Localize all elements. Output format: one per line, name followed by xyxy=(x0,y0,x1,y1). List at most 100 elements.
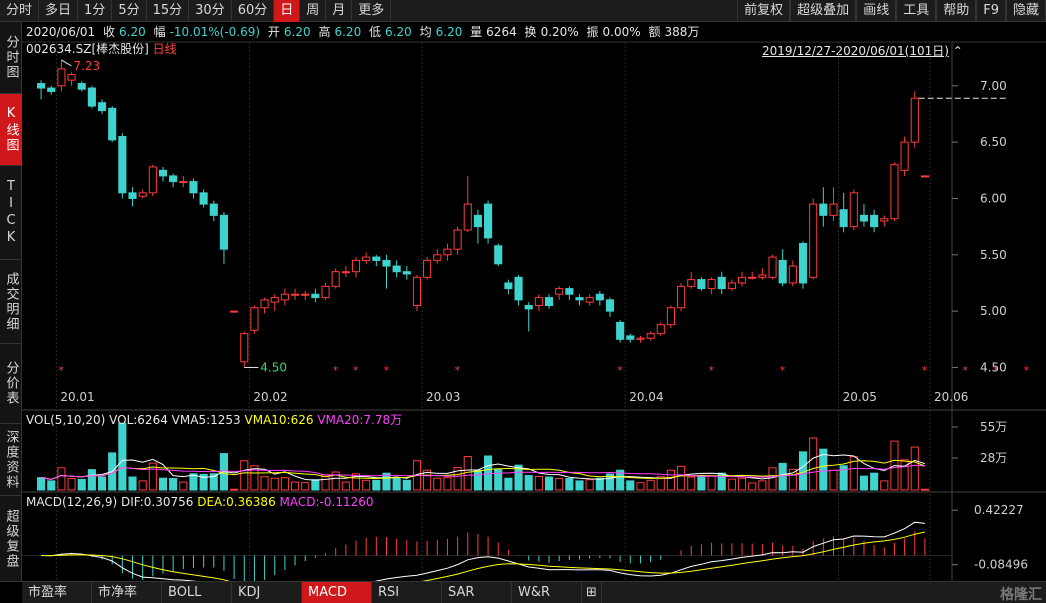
candle-body xyxy=(179,181,188,184)
side-tab-2[interactable]: TICK xyxy=(0,166,22,260)
candle-body xyxy=(484,203,493,239)
toolbar-right-button-6[interactable]: 隐藏 xyxy=(1005,0,1046,22)
candle-body xyxy=(372,256,381,261)
toolbar-right-button-5[interactable]: F9 xyxy=(976,0,1006,22)
volume-bar xyxy=(524,475,533,491)
chart-area[interactable]: 7.234.50* * * * * * * * * * * * 20.01 20.02 20.03 20.0… xyxy=(22,22,1046,581)
volume-bar xyxy=(331,471,340,491)
event-star-icon[interactable]: * xyxy=(963,364,969,377)
event-star-icon[interactable]: * xyxy=(709,364,715,377)
volume-bar xyxy=(67,478,76,491)
toolbar-right-button-2[interactable]: 画线 xyxy=(856,0,897,22)
bottom-tab-1[interactable]: 市净率 xyxy=(92,582,162,603)
bottom-tab-2[interactable]: BOLL xyxy=(162,582,232,603)
bottom-tab-5[interactable]: RSI xyxy=(372,582,442,603)
price-tick-3: 5.50 xyxy=(980,248,1007,262)
volume-bar xyxy=(829,469,838,491)
bottom-tab-6[interactable]: SAR xyxy=(442,582,512,603)
min-price-label: 4.50 xyxy=(260,360,287,374)
volume-bar xyxy=(920,488,929,491)
bottom-tab-0[interactable]: 市盈率 xyxy=(22,582,92,603)
chevron-up-icon[interactable]: ⌃ xyxy=(952,44,963,58)
candle-body xyxy=(169,175,178,183)
candle-body xyxy=(829,203,838,216)
side-tab-3[interactable]: 成交明细 xyxy=(0,260,22,344)
event-star-icon[interactable]: * xyxy=(1024,364,1030,377)
change-value: -10.01%(-0.69) xyxy=(169,25,261,39)
price-tick-1: 6.50 xyxy=(980,135,1007,149)
side-tab-0[interactable]: 分时图 xyxy=(0,22,22,94)
toolbar-right-button-0[interactable]: 前复权 xyxy=(737,0,791,22)
event-star-icon[interactable]: * xyxy=(993,364,999,377)
volume-bar xyxy=(97,476,107,491)
quote-date: 2020/06/01 xyxy=(26,25,96,39)
timeframe-button-10[interactable]: 更多 xyxy=(352,0,392,22)
timeframe-button-3[interactable]: 5分 xyxy=(112,0,147,22)
timeframe-button-8[interactable]: 周 xyxy=(300,0,327,22)
candle-body xyxy=(158,169,168,177)
timeframe-button-0[interactable]: 分时 xyxy=(0,0,40,22)
candle-body xyxy=(687,279,696,287)
vol-tick-0: 55万 xyxy=(980,420,1007,434)
volume-bar xyxy=(209,473,218,491)
event-star-icon[interactable]: * xyxy=(455,364,461,377)
quote-info-line: 2020/06/01 收 6.20 幅 -10.01%(-0.69) 开 6.20 高… xyxy=(26,23,703,40)
event-star-icon[interactable]: * xyxy=(922,364,928,377)
candle-body xyxy=(402,271,411,275)
grid-layer xyxy=(22,41,1046,581)
macd-tick-1: -0.08496 xyxy=(974,558,1028,572)
candle-body xyxy=(798,243,808,284)
side-tab-6[interactable]: 超级复盘 xyxy=(0,496,22,582)
timeframe-button-4[interactable]: 15分 xyxy=(147,0,190,22)
event-star-icon[interactable]: * xyxy=(353,364,359,377)
event-star-icon[interactable]: * xyxy=(58,364,64,377)
candle-body xyxy=(341,271,350,274)
timeframe-button-5[interactable]: 30分 xyxy=(189,0,232,22)
timeframe-button-9[interactable]: 月 xyxy=(326,0,353,22)
candle-body xyxy=(331,271,340,287)
toolbar-right-button-3[interactable]: 工具 xyxy=(896,0,937,22)
event-star-icon[interactable]: * xyxy=(617,364,623,377)
timeframe-button-2[interactable]: 1分 xyxy=(78,0,113,22)
candle-body xyxy=(77,83,86,90)
volume-bar xyxy=(626,480,635,491)
candle-body xyxy=(595,293,604,301)
volume-bar xyxy=(473,469,482,491)
event-star-icon[interactable]: * xyxy=(780,364,786,377)
vol-value: VOL:6264 xyxy=(109,413,168,427)
side-tab-4[interactable]: 分价表 xyxy=(0,344,22,424)
volume-bar xyxy=(453,467,462,491)
candle-body xyxy=(189,181,198,194)
candle-body xyxy=(362,256,371,261)
add-indicator-icon[interactable]: ⊞ xyxy=(582,582,602,603)
volume-bar xyxy=(717,472,726,491)
date-range[interactable]: 2019/12/27-2020/06/01(101日) xyxy=(762,44,949,58)
candle-body xyxy=(880,218,889,222)
bottom-tab-7[interactable]: W&R xyxy=(512,582,582,603)
bottom-tab-3[interactable]: KDJ xyxy=(232,582,302,603)
bottom-tab-4[interactable]: MACD xyxy=(302,582,372,603)
volume-bar xyxy=(158,477,168,491)
volume-bar xyxy=(250,465,259,491)
toolbar-right-button-1[interactable]: 超级叠加 xyxy=(790,0,857,22)
volume-bar xyxy=(128,476,137,491)
candle-body xyxy=(514,276,523,301)
stock-name: [棒杰股份] xyxy=(91,42,149,56)
volume-bar xyxy=(534,475,543,491)
candle-body xyxy=(453,229,462,250)
date-tick-0: 20.01 xyxy=(60,390,94,404)
range-line[interactable]: 2019/12/27-2020/06/01(101日) ⌃ xyxy=(762,42,963,59)
event-star-icon[interactable]: * xyxy=(383,364,389,377)
timeframe-button-6[interactable]: 60分 xyxy=(232,0,275,22)
volume-bar xyxy=(118,422,127,491)
volume-bar xyxy=(859,475,869,491)
toolbar-right-button-4[interactable]: 帮助 xyxy=(936,0,977,22)
side-tab-1[interactable]: K线图 xyxy=(0,94,22,166)
side-tab-5[interactable]: 深度资料 xyxy=(0,424,22,496)
candle-body xyxy=(900,141,909,171)
stock-code: 002634.SZ xyxy=(26,42,92,56)
timeframe-button-7[interactable]: 日 xyxy=(274,0,301,22)
candle-layer: 7.234.50* * * * * * * * * * * * xyxy=(37,59,1030,377)
timeframe-button-1[interactable]: 多日 xyxy=(39,0,79,22)
event-star-icon[interactable]: * xyxy=(333,364,339,377)
